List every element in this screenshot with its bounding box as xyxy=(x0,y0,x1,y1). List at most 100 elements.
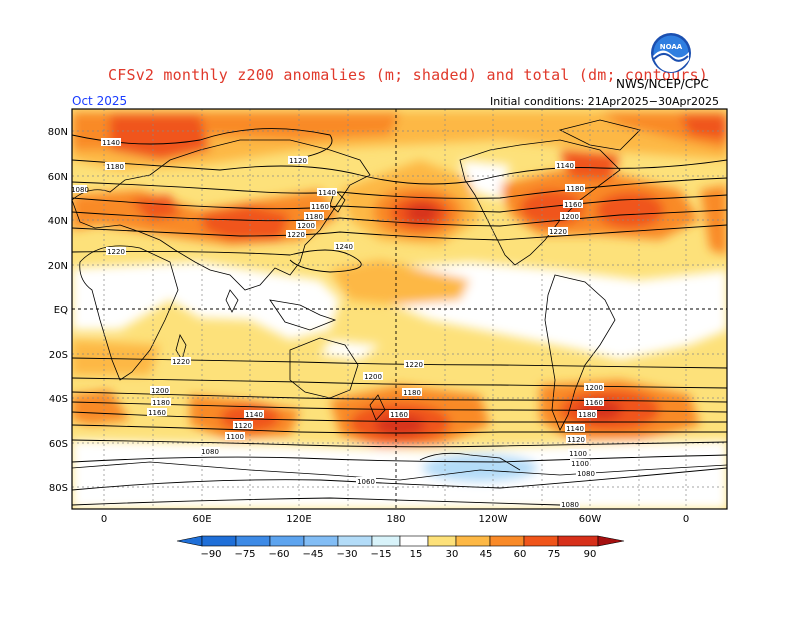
contour-label: 1240 xyxy=(334,242,354,251)
contour-label: 1200 xyxy=(363,372,383,381)
svg-text:1120: 1120 xyxy=(234,422,252,430)
lat-label: 20N xyxy=(48,261,68,272)
colorbar-tick: 30 xyxy=(446,549,459,560)
svg-text:1160: 1160 xyxy=(564,201,582,209)
lat-label: 60S xyxy=(49,439,68,450)
colorbar-swatch xyxy=(523,535,559,547)
svg-text:1180: 1180 xyxy=(152,399,170,407)
svg-text:1220: 1220 xyxy=(287,231,305,239)
contour-label: 1160 xyxy=(147,408,167,417)
svg-text:1080: 1080 xyxy=(71,186,89,194)
colorbar-arrow-right xyxy=(597,535,625,547)
svg-text:1240: 1240 xyxy=(335,243,353,251)
contour-label: 1060 xyxy=(356,477,376,486)
contour-label: 1120 xyxy=(566,435,586,444)
colorbar-tick: −15 xyxy=(370,549,391,560)
contour-label: 1080 xyxy=(560,500,580,509)
colorbar-tick: −90 xyxy=(200,549,221,560)
svg-text:1180: 1180 xyxy=(106,163,124,171)
colorbar-tick: 45 xyxy=(480,549,493,560)
svg-text:1200: 1200 xyxy=(585,384,603,392)
contour-label: 1080 xyxy=(576,469,596,478)
colorbar-tick: −60 xyxy=(268,549,289,560)
lat-label: 40S xyxy=(49,394,68,405)
svg-text:1160: 1160 xyxy=(585,399,603,407)
contour-label: 1120 xyxy=(233,421,253,430)
contour-label: 1180 xyxy=(565,184,585,193)
latitude-axis: 80N 60N 40N 20N EQ 20S 40S 60S 80S xyxy=(48,127,68,494)
contour-label: 1120 xyxy=(288,156,308,165)
colorbar-ticks: −90 −75 −60 −45 −30 −15 15 30 45 60 75 9… xyxy=(200,549,596,560)
lon-label: 0 xyxy=(101,514,107,525)
lat-label: 80S xyxy=(49,483,68,494)
map-frame xyxy=(71,108,728,510)
contour-label: 1200 xyxy=(296,221,316,230)
contour-label: 1080 xyxy=(200,447,220,456)
colorbar-tick: −75 xyxy=(234,549,255,560)
colorbar-swatch xyxy=(557,535,599,547)
lon-label: 60W xyxy=(579,514,602,525)
svg-text:1220: 1220 xyxy=(172,358,190,366)
svg-text:1220: 1220 xyxy=(107,248,125,256)
svg-text:1180: 1180 xyxy=(566,185,584,193)
contour-label-group: 1140 1120 1180 1080 1140 1160 1180 1200 … xyxy=(0,0,604,509)
svg-text:1160: 1160 xyxy=(311,203,329,211)
contour-label: 1160 xyxy=(389,410,409,419)
svg-text:1140: 1140 xyxy=(318,189,336,197)
contour-label: 1140 xyxy=(244,410,264,419)
noaa-logo-icon: NOAA xyxy=(651,33,691,73)
contour-label: 1100 xyxy=(570,459,590,468)
agency-label: NWS/NCEP/CPC xyxy=(616,77,709,91)
contour-label: 1180 xyxy=(105,162,125,171)
colorbar-arrow-left xyxy=(176,535,203,547)
colorbar-swatch xyxy=(399,535,429,547)
contour-label: 1100 xyxy=(225,432,245,441)
svg-text:1140: 1140 xyxy=(102,139,120,147)
equator-dateline xyxy=(72,109,727,509)
contour-label: 1160 xyxy=(584,398,604,407)
svg-text:1100: 1100 xyxy=(226,433,244,441)
svg-text:1160: 1160 xyxy=(390,411,408,419)
lon-label: 120E xyxy=(286,514,311,525)
valid-month: Oct 2025 xyxy=(72,94,128,108)
lon-label: 180 xyxy=(386,514,405,525)
colorbar-swatch xyxy=(269,535,305,547)
colorbar-tick: 90 xyxy=(584,549,597,560)
colorbar-swatch xyxy=(235,535,271,547)
contour-label: 1200 xyxy=(584,383,604,392)
lat-label: 80N xyxy=(48,127,68,138)
svg-text:1060: 1060 xyxy=(357,478,375,486)
svg-text:1060: 1060 xyxy=(0,0,9,2)
contour-label: 1080 xyxy=(71,185,89,194)
svg-text:1140: 1140 xyxy=(556,162,574,170)
contour-label: 1180 xyxy=(577,410,597,419)
contour-label: 1220 xyxy=(404,360,424,369)
contour-label: 1180 xyxy=(151,398,171,407)
contour-label: 1100 xyxy=(568,449,588,458)
colorbar-swatch xyxy=(489,535,525,547)
contour-label: 1160 xyxy=(563,200,583,209)
contour-label: 1140 xyxy=(555,161,575,170)
lat-label: EQ xyxy=(54,305,68,316)
svg-text:1140: 1140 xyxy=(245,411,263,419)
svg-text:1200: 1200 xyxy=(297,222,315,230)
contour-label: 1220 xyxy=(171,357,191,366)
svg-text:1180: 1180 xyxy=(403,389,421,397)
lon-label: 60E xyxy=(192,514,211,525)
longitude-axis: 0 60E 120E 180 120W 60W 0 xyxy=(101,514,689,525)
svg-text:1120: 1120 xyxy=(567,436,585,444)
initial-conditions: Initial conditions: 21Apr2025−30Apr2025 xyxy=(490,95,719,108)
colorbar-swatch xyxy=(337,535,373,547)
svg-text:1180: 1180 xyxy=(578,411,596,419)
svg-text:1180: 1180 xyxy=(305,213,323,221)
contour-label: 1220 xyxy=(106,247,126,256)
colorbar-swatch xyxy=(303,535,339,547)
colorbar-tick: 75 xyxy=(548,549,561,560)
colorbar-tick: 15 xyxy=(410,549,423,560)
svg-text:1160: 1160 xyxy=(148,409,166,417)
contour-label: 1140 xyxy=(317,188,337,197)
contour-label: 1200 xyxy=(150,386,170,395)
svg-text:1220: 1220 xyxy=(549,228,567,236)
logo-text: NOAA xyxy=(660,43,683,51)
